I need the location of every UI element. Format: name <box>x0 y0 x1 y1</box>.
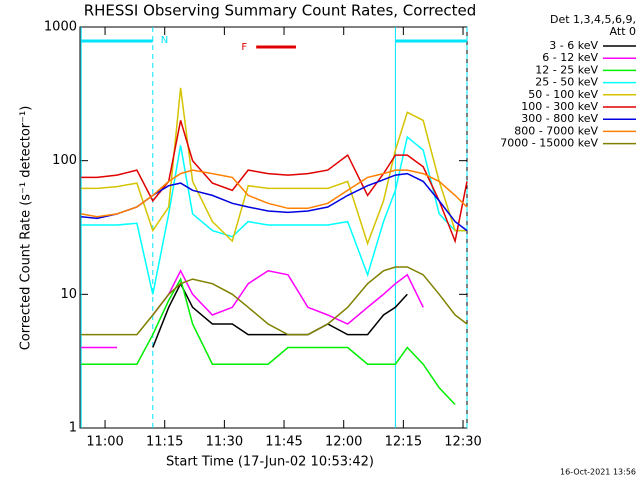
series-line <box>81 120 468 244</box>
legend-label: 12 - 25 keV <box>535 63 598 76</box>
legend-label: 7000 - 15000 keV <box>500 137 598 150</box>
series-line <box>81 135 467 295</box>
legend-label: 3 - 6 keV <box>549 39 598 52</box>
x-tick-label: 12:00 <box>325 435 362 450</box>
x-tick-label: 11:00 <box>86 435 123 450</box>
y-tick-label: 10 <box>60 287 77 302</box>
series-line <box>81 87 467 246</box>
series-line <box>152 282 408 348</box>
legend-title: Att 0 <box>610 25 636 38</box>
night-label: N <box>161 35 168 46</box>
legend-label: 300 - 800 keV <box>521 112 598 125</box>
x-tick-label: 12:30 <box>444 435 481 450</box>
y-axis-label: Corrected Count Rate (s⁻¹ detector⁻¹) <box>19 106 34 351</box>
x-axis-label: Start Time (17-Jun-02 10:53:42) <box>166 455 374 470</box>
legend-label: 50 - 100 keV <box>528 88 598 101</box>
y-tick-label: 100 <box>52 153 77 168</box>
legend-label: 100 - 300 keV <box>521 100 598 113</box>
legend-title: Det 1,3,4,5,6,9, <box>550 13 636 26</box>
y-tick-label: 1000 <box>44 20 77 35</box>
footer: 16-Oct-2021 13:56 <box>560 468 636 477</box>
flare-label: F <box>241 42 247 53</box>
x-tick-label: 11:45 <box>265 435 302 450</box>
x-tick-label: 11:30 <box>206 435 243 450</box>
legend-label: 25 - 50 keV <box>535 76 598 89</box>
legend-label: 6 - 12 keV <box>542 51 598 64</box>
chart-title: RHESSI Observing Summary Count Rates, Co… <box>84 2 477 20</box>
series-line <box>81 277 456 406</box>
legend-label: 800 - 7000 keV <box>514 124 598 137</box>
series-line <box>81 266 468 336</box>
series-line <box>81 269 424 349</box>
series-line <box>81 172 468 232</box>
x-tick-label: 12:15 <box>385 435 422 450</box>
x-tick-label: 11:15 <box>146 435 183 450</box>
y-tick-label: 1 <box>69 421 77 436</box>
series-line <box>81 169 468 218</box>
